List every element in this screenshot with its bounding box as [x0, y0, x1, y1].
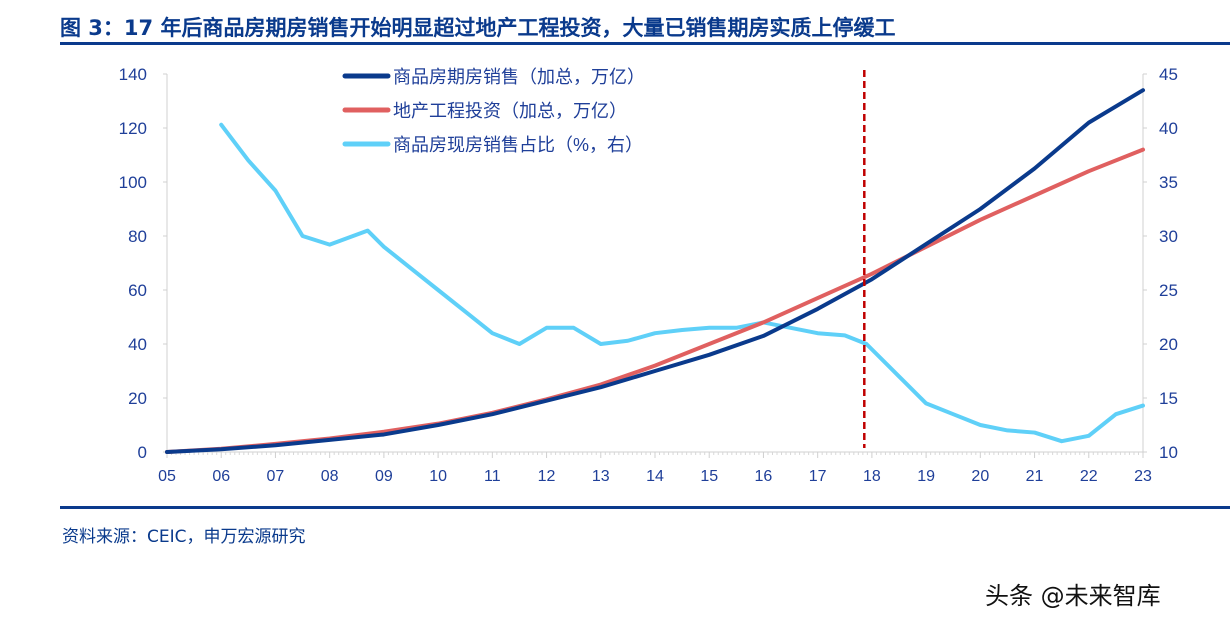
y-tick-label: 80: [128, 227, 147, 246]
y-tick-label: 120: [119, 119, 147, 138]
y2-tick-label: 10: [1159, 443, 1178, 462]
y2-tick-label: 25: [1159, 281, 1178, 300]
x-tick-label: 09: [375, 468, 393, 485]
series-line-3: [219, 122, 1145, 444]
y2-tick-label: 20: [1159, 335, 1178, 354]
x-tick-label: 23: [1134, 468, 1152, 485]
legend-label-3: 商品房现房销售占比（%，右）: [393, 135, 643, 155]
x-tick-label: 14: [646, 468, 664, 485]
x-tick-label: 22: [1080, 468, 1098, 485]
y2-tick-label: 15: [1159, 389, 1178, 408]
source-note: 资料来源：CEIC，申万宏源研究: [62, 527, 306, 547]
x-tick-label: 20: [971, 468, 989, 485]
title-divider: [60, 42, 1230, 45]
legend-label-2: 地产工程投资（加总，万亿）: [393, 101, 627, 121]
y-tick-label: 20: [128, 389, 147, 408]
x-tick-label: 08: [321, 468, 339, 485]
footer-divider: [60, 506, 1230, 509]
x-tick-label: 21: [1026, 468, 1044, 485]
y2-tick-label: 35: [1159, 173, 1178, 192]
legend-label-1: 商品房期房销售（加总，万亿）: [393, 67, 645, 87]
watermark: 头条 @未来智库: [985, 582, 1161, 610]
x-tick-label: 13: [592, 468, 610, 485]
y-tick-label: 140: [119, 65, 147, 84]
x-tick-label: 18: [863, 468, 881, 485]
y-tick-label: 60: [128, 281, 147, 300]
x-tick-label: 15: [700, 468, 718, 485]
x-tick-label: 05: [158, 468, 176, 485]
x-tick-label: 17: [809, 468, 827, 485]
x-tick-label: 19: [917, 468, 935, 485]
y-tick-label: 100: [119, 173, 147, 192]
x-tick-label: 16: [755, 468, 773, 485]
y2-tick-label: 45: [1159, 65, 1178, 84]
x-tick-label: 12: [538, 468, 556, 485]
x-tick-label: 07: [267, 468, 285, 485]
y-tick-label: 40: [128, 335, 147, 354]
chart: 0 20 40 60 80 100 120 140 10 15 20 25 30 35 40 45 05 06 07…: [119, 65, 1178, 485]
y2-tick-label: 40: [1159, 119, 1178, 138]
series-line-1: [165, 88, 1145, 454]
x-tick-label: 10: [429, 468, 447, 485]
x-tick-label: 11: [484, 468, 501, 485]
y-tick-label: 0: [138, 443, 147, 462]
chart-title: 图 3：17 年后商品房期房销售开始明显超过地产工程投资，大量已销售期房实质上停…: [60, 16, 896, 40]
x-tick-label: 06: [212, 468, 230, 485]
y2-tick-label: 30: [1159, 227, 1178, 246]
